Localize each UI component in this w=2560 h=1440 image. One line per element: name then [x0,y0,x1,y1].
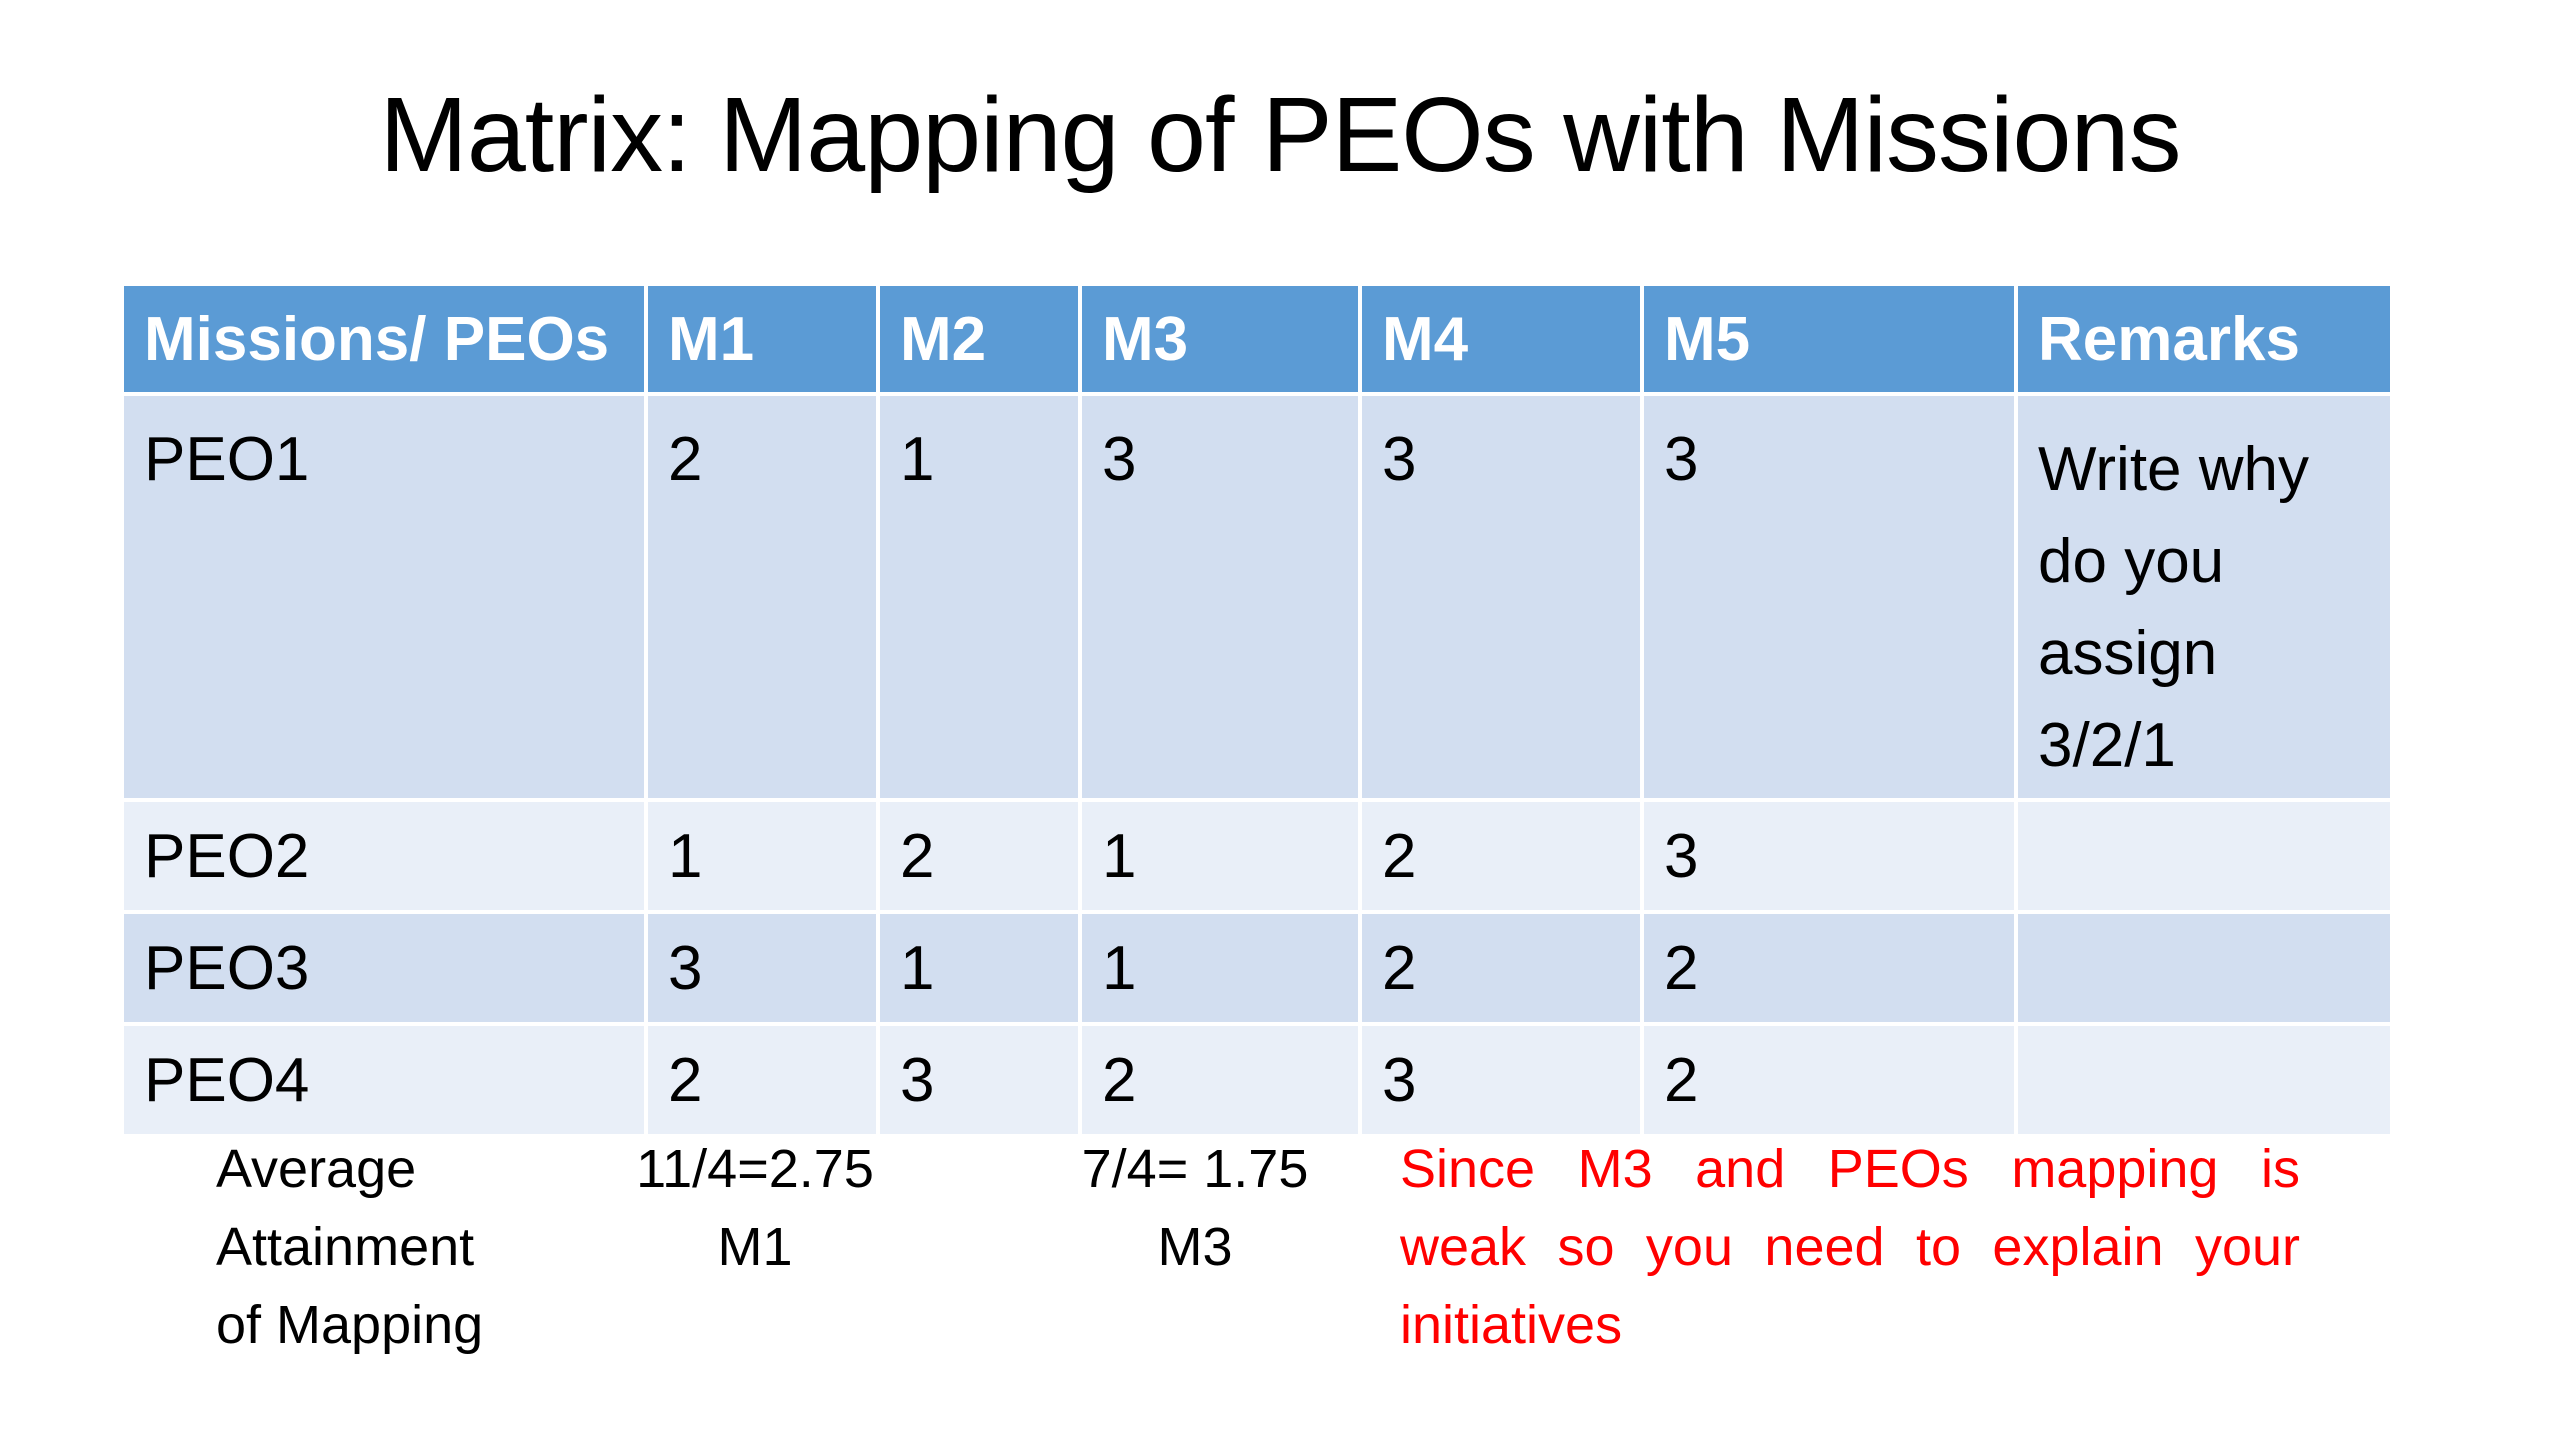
m2-cell: 1 [876,392,1082,802]
table-header-row: Missions/ PEOs M1 M2 M3 M4 M5 Remarks [120,282,2394,396]
m1-cell: 2 [644,1022,880,1138]
header-m2: M2 [876,282,1082,396]
m1-average-value: 11/4=2.75 [636,1139,874,1199]
label-line: Average [216,1139,417,1199]
m3-cell: 3 [1078,392,1362,802]
m3-average: 7/4= 1.75 M3 [1040,1130,1350,1286]
remarks-cell: Write why do you assign 3/2/1 [2014,392,2394,802]
m4-cell: 3 [1358,392,1644,802]
m4-cell: 3 [1358,1022,1644,1138]
m4-cell: 2 [1358,910,1644,1026]
m3-cell: 2 [1078,1022,1362,1138]
m1-average-label: M1 [717,1217,793,1277]
slide-title: Matrix: Mapping of PEOs with Missions [379,76,2182,194]
header-remarks: Remarks [2014,282,2394,396]
m3-cell: 1 [1078,798,1362,914]
m3-average-label: M3 [1157,1217,1233,1277]
m3-average-value: 7/4= 1.75 [1081,1139,1309,1199]
remarks-line: Write why [2038,435,2310,504]
header-m1: M1 [644,282,880,396]
header-m3: M3 [1078,282,1362,396]
header-missions-peos: Missions/ PEOs [120,282,648,396]
m1-average: 11/4=2.75 M1 [600,1130,910,1286]
peo-cell: PEO3 [120,910,648,1026]
remarks-line: 3/2/1 [2038,711,2176,780]
remarks-line: assign [2038,619,2218,688]
m2-cell: 3 [876,1022,1082,1138]
remarks-line: do you [2038,527,2225,596]
remarks-cell [2014,910,2394,1026]
table-row: PEO3 3 1 1 2 2 [120,910,2394,1026]
m5-cell: 3 [1640,392,2018,802]
table-row: PEO2 1 2 1 2 3 [120,798,2394,914]
peo-cell: PEO4 [120,1022,648,1138]
peo-cell: PEO2 [120,798,648,914]
m5-cell: 3 [1640,798,2018,914]
label-line: Attainment [216,1217,475,1277]
m3-cell: 1 [1078,910,1362,1026]
m5-cell: 2 [1640,910,2018,1026]
mapping-matrix-table: Missions/ PEOs M1 M2 M3 M4 M5 Remarks PE… [120,282,2394,1138]
label-line: of Mapping [216,1295,484,1355]
m2-cell: 1 [876,910,1082,1026]
m1-cell: 3 [644,910,880,1026]
average-attainment-label: Average Attainment of Mapping [216,1130,483,1364]
header-m4: M4 [1358,282,1644,396]
m4-cell: 2 [1358,798,1644,914]
table-row: PEO1 2 1 3 3 3 Write why do you assign 3… [120,392,2394,802]
m5-cell: 2 [1640,1022,2018,1138]
remark-note: Since M3 and PEOs mapping is weak so you… [1400,1139,2300,1355]
remarks-cell [2014,1022,2394,1138]
m1-cell: 1 [644,798,880,914]
peo-cell: PEO1 [120,392,648,802]
remarks-cell [2014,798,2394,914]
header-m5: M5 [1640,282,2018,396]
m1-cell: 2 [644,392,880,802]
table-row: PEO4 2 3 2 3 2 [120,1022,2394,1138]
m2-cell: 2 [876,798,1082,914]
